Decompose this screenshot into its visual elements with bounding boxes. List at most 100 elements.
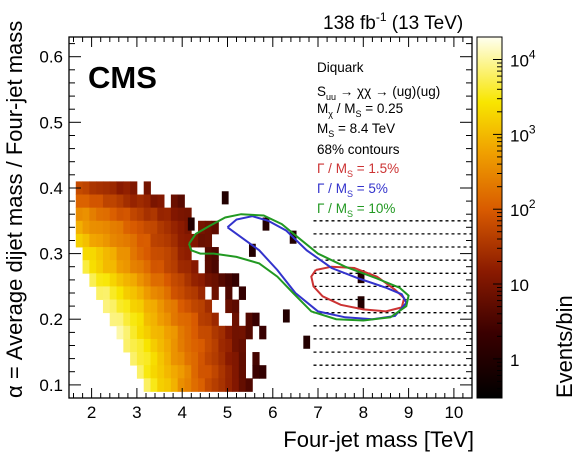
heatmap-bin bbox=[82, 207, 90, 222]
heatmap-bin bbox=[191, 365, 199, 379]
heatmap-bin bbox=[116, 247, 124, 261]
luminosity-label: 138 fb-1 (13 TeV) bbox=[323, 10, 463, 34]
heatmap-bin bbox=[136, 207, 145, 222]
heatmap-bin bbox=[130, 325, 138, 340]
heatmap-bin bbox=[136, 338, 145, 353]
heatmap-bin bbox=[191, 352, 199, 366]
heatmap-bin bbox=[232, 299, 240, 314]
heatmap-bin bbox=[259, 365, 267, 379]
heatmap-bin bbox=[136, 299, 145, 314]
heatmap-bin bbox=[157, 338, 165, 353]
heatmap-bin bbox=[164, 220, 172, 235]
heatmap-bin bbox=[164, 365, 172, 379]
y-tick-label: 0.3 bbox=[39, 245, 63, 264]
heatmap-bin bbox=[123, 181, 131, 195]
heatmap-bin bbox=[109, 273, 117, 287]
heatmap-bin bbox=[75, 220, 83, 235]
heatmap-bin bbox=[109, 194, 117, 209]
heatmap-bin bbox=[123, 220, 131, 235]
heatmap-bin bbox=[170, 365, 179, 379]
heatmap-bin bbox=[157, 207, 165, 222]
heatmap-bin bbox=[218, 338, 226, 353]
legend-line-model: Diquark bbox=[317, 60, 364, 75]
heatmap-bin bbox=[170, 338, 179, 353]
heatmap-bin bbox=[177, 325, 185, 340]
heatmap-bin bbox=[211, 286, 219, 300]
legend-line-process: Suu → χχ → (ug)(ug) bbox=[317, 84, 440, 102]
heatmap-bin bbox=[184, 286, 192, 300]
heatmap-bin bbox=[211, 378, 219, 392]
heatmap-bin bbox=[252, 352, 260, 366]
heatmap-bin bbox=[238, 365, 246, 379]
heatmap-bin bbox=[123, 247, 131, 261]
heatmap-bin bbox=[184, 299, 192, 314]
heatmap-bin bbox=[184, 273, 192, 287]
heatmap-bin bbox=[150, 247, 158, 261]
heatmap-bin-isolated bbox=[248, 243, 256, 257]
color-bar-tick-label: 104 bbox=[510, 48, 536, 71]
heatmap-bin bbox=[143, 325, 151, 340]
heatmap-bin bbox=[143, 299, 151, 314]
x-tick-label: 8 bbox=[359, 403, 368, 422]
heatmap-bin bbox=[82, 220, 90, 235]
heatmap-bin bbox=[191, 260, 199, 274]
heatmap-bin bbox=[102, 233, 111, 248]
heatmap-bin bbox=[170, 194, 179, 209]
heatmap-bin bbox=[191, 325, 199, 340]
heatmap-bin bbox=[157, 299, 165, 314]
legend-line-mass-ratio: Mχ / MS = 0.25 bbox=[317, 101, 403, 119]
heatmap-bin bbox=[123, 207, 131, 222]
heatmap-bin bbox=[116, 273, 124, 287]
legend: Diquark Suu → χχ → (ug)(ug) Mχ / MS = 0.… bbox=[317, 60, 440, 219]
contour-line bbox=[226, 215, 408, 321]
heatmap-bin bbox=[150, 338, 158, 353]
heatmap-bin bbox=[170, 273, 179, 287]
heatmap-bin bbox=[225, 378, 233, 392]
heatmap-bin bbox=[170, 233, 179, 248]
heatmap-bin bbox=[204, 325, 213, 340]
heatmap-bin bbox=[143, 233, 151, 248]
heatmap-bin bbox=[102, 260, 111, 274]
heatmap-bin bbox=[170, 378, 179, 392]
color-bar-gradient bbox=[477, 37, 502, 398]
heatmap-bin bbox=[232, 273, 240, 287]
heatmap-bin bbox=[89, 260, 97, 274]
heatmap-bin bbox=[157, 220, 165, 235]
heatmap-bin bbox=[157, 194, 165, 209]
empty-row-dashed-lines bbox=[313, 220, 472, 379]
heatmap-bin bbox=[198, 365, 206, 379]
heatmap-bin bbox=[136, 312, 145, 327]
heatmap-bin bbox=[130, 233, 138, 248]
heatmap-bin bbox=[259, 325, 267, 340]
heatmap-bin-isolated bbox=[303, 335, 311, 349]
heatmap-bin-isolated bbox=[187, 217, 195, 231]
heatmap-bin bbox=[198, 273, 206, 287]
heatmap-bin bbox=[170, 286, 179, 300]
x-tick-label: 6 bbox=[268, 403, 277, 422]
heatmap-bin bbox=[191, 286, 199, 300]
heatmap-bin bbox=[232, 352, 240, 366]
x-axis-label: Four-jet mass [TeV] bbox=[283, 427, 474, 452]
heatmap-bin bbox=[143, 247, 151, 261]
heatmap-bin bbox=[150, 260, 158, 274]
heatmap-bin bbox=[150, 378, 158, 392]
heatmap-bin bbox=[211, 312, 219, 327]
color-bar-ticks: 1 10 102 103 104 bbox=[493, 36, 536, 399]
heatmap-bin bbox=[109, 312, 117, 327]
heatmap-bin-isolated bbox=[221, 191, 229, 205]
heatmap-bin bbox=[130, 194, 138, 209]
heatmap-bin bbox=[143, 378, 151, 392]
heatmap-bin bbox=[184, 260, 192, 274]
heatmap-bin bbox=[157, 247, 165, 261]
heatmap-bin bbox=[109, 181, 117, 195]
heatmap-bin bbox=[136, 365, 145, 379]
heatmap-bin-isolated bbox=[262, 217, 270, 231]
heatmap-bin bbox=[204, 338, 213, 353]
heatmap-bin bbox=[164, 207, 172, 222]
color-bar-tick-label: 102 bbox=[510, 197, 536, 220]
heatmap-bin bbox=[232, 365, 240, 379]
heatmap-bin bbox=[136, 273, 145, 287]
heatmap-bin bbox=[211, 260, 219, 274]
heatmap-bin bbox=[130, 207, 138, 222]
heatmap-bin bbox=[232, 378, 240, 392]
